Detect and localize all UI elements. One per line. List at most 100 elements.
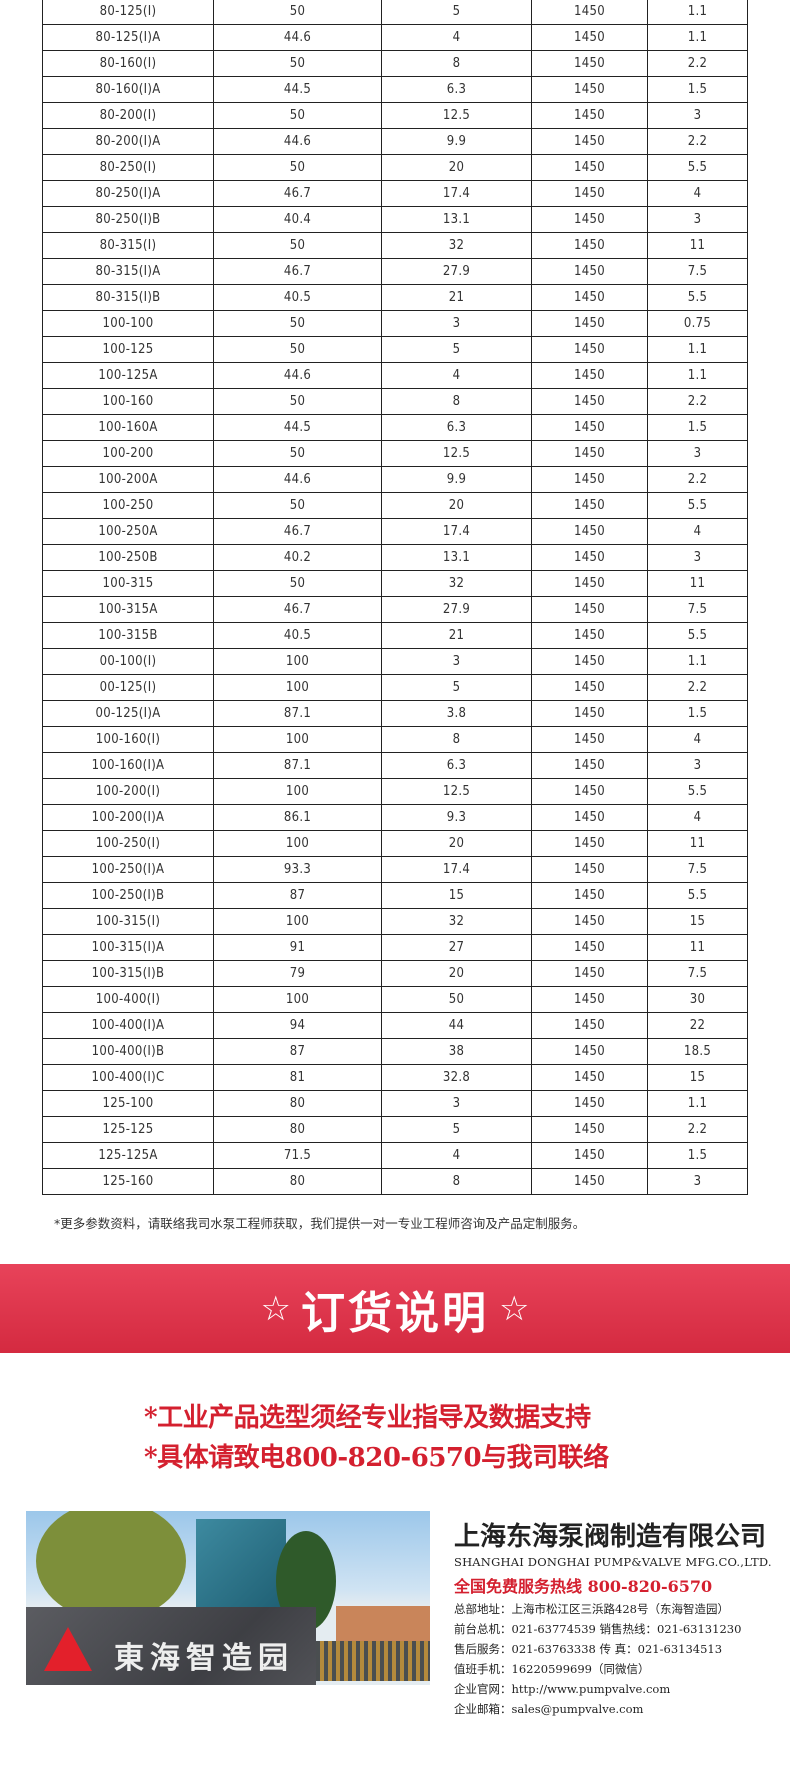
model-cell: 100-250(Ⅰ)B	[43, 883, 214, 908]
company-name-cn: 上海东海泵阀制造有限公司	[454, 1522, 767, 1552]
head-cell: 32	[382, 233, 532, 258]
website-link[interactable]: 企业官网：http://www.pumpvalve.com	[454, 1682, 671, 1696]
order-info-banner: ☆ 订货说明 ☆	[0, 1264, 790, 1353]
model-cell: 125-160	[43, 1169, 214, 1194]
model-cell: 80-200(Ⅰ)	[43, 103, 214, 128]
power-cell: 3	[693, 1174, 702, 1189]
power-cell: 4	[693, 732, 702, 747]
speed-cell: 1450	[532, 389, 648, 414]
model-cell: 100-200	[43, 441, 214, 466]
model-cell: 100-400(Ⅰ)A	[43, 1013, 214, 1038]
phone-line: 前台总机：021-63774539 销售热线：021-63131230	[454, 1622, 742, 1636]
head-cell: 3	[382, 1091, 532, 1116]
model-cell: 80-160(Ⅰ)A	[43, 77, 214, 102]
model-cell: 100-315B	[43, 623, 214, 648]
speed-cell: 1450	[532, 129, 648, 154]
head-cell: 17.4	[382, 519, 532, 544]
flow-cell: 87.1	[214, 753, 382, 778]
model-cell: 80-250(Ⅰ)	[43, 155, 214, 180]
head-cell: 9.3	[382, 805, 532, 830]
flow-cell: 40.4	[214, 207, 382, 232]
head-cell: 5	[382, 0, 532, 24]
table-row: 100-125A 44.6 4 1450 1.1	[43, 362, 747, 388]
flow-cell: 46.7	[214, 259, 382, 284]
head-cell: 50	[382, 987, 532, 1012]
power-cell: 15	[689, 1070, 706, 1085]
flow-cell: 86.1	[214, 805, 382, 830]
tree	[36, 1511, 186, 1621]
table-row: 80-160(Ⅰ)A 44.5 6.3 1450 1.5	[43, 76, 747, 102]
power-cell: 5.5	[687, 784, 708, 799]
table-row: 80-250(Ⅰ)A 46.7 17.4 1450 4	[43, 180, 747, 206]
speed-cell: 1450	[532, 259, 648, 284]
speed-cell: 1450	[532, 883, 648, 908]
model-cell: 100-400(Ⅰ)C	[43, 1065, 214, 1090]
order-note: *具体请致电800-820-6570与我司联络	[144, 1443, 609, 1473]
model-cell: 100-200A	[43, 467, 214, 492]
speed-cell: 1450	[532, 571, 648, 596]
model-cell: 100-250A	[43, 519, 214, 544]
power-cell: 3	[693, 758, 702, 773]
power-cell: 1.1	[687, 30, 708, 45]
flow-cell: 44.6	[214, 129, 382, 154]
model-cell: 100-315(Ⅰ)	[43, 909, 214, 934]
table-row: 00-125(Ⅰ)A 87.1 3.8 1450 1.5	[43, 700, 747, 726]
speed-cell: 1450	[532, 597, 648, 622]
model-cell: 80-250(Ⅰ)A	[43, 181, 214, 206]
speed-cell: 1450	[532, 25, 648, 50]
mobile-line: 值班手机：16220599699（同微信）	[454, 1662, 650, 1676]
power-cell: 7.5	[687, 602, 708, 617]
flow-cell: 50	[214, 441, 382, 466]
head-cell: 3	[382, 649, 532, 674]
table-row: 100-160A 44.5 6.3 1450 1.5	[43, 414, 747, 440]
power-cell: 5.5	[687, 160, 708, 175]
head-cell: 27.9	[382, 597, 532, 622]
power-cell: 2.2	[687, 472, 708, 487]
power-cell: 1.1	[687, 368, 708, 383]
head-cell: 8	[382, 1169, 532, 1194]
speed-cell: 1450	[532, 779, 648, 804]
speed-cell: 1450	[532, 103, 648, 128]
table-row: 100-125 50 5 1450 1.1	[43, 336, 747, 362]
model-cell: 100-315A	[43, 597, 214, 622]
power-cell: 5.5	[687, 498, 708, 513]
power-cell: 4	[693, 810, 702, 825]
model-cell: 100-160(Ⅰ)A	[43, 753, 214, 778]
power-cell: 30	[689, 992, 706, 1007]
power-cell: 2.2	[687, 680, 708, 695]
flow-cell: 50	[214, 337, 382, 362]
email-link[interactable]: 企业邮箱：sales@pumpvalve.com	[454, 1702, 644, 1716]
head-cell: 6.3	[382, 77, 532, 102]
head-cell: 5	[382, 337, 532, 362]
power-cell: 0.75	[683, 316, 712, 331]
table-row: 100-200 50 12.5 1450 3	[43, 440, 747, 466]
speed-cell: 1450	[532, 415, 648, 440]
spec-table: 80-125(Ⅰ) 50 5 1450 1.1 80-125(Ⅰ)A 44.6 4 1450 1.…	[42, 0, 748, 1195]
head-cell: 5	[382, 675, 532, 700]
flow-cell: 71.5	[214, 1143, 382, 1168]
table-row: 100-315B 40.5 21 1450 5.5	[43, 622, 747, 648]
head-cell: 32	[382, 909, 532, 934]
speed-cell: 1450	[532, 441, 648, 466]
head-cell: 12.5	[382, 441, 532, 466]
head-cell: 8	[382, 389, 532, 414]
power-cell: 2.2	[687, 56, 708, 71]
power-cell: 1.5	[687, 1148, 708, 1163]
speed-cell: 1450	[532, 675, 648, 700]
power-cell: 3	[693, 446, 702, 461]
table-row: 80-200(Ⅰ) 50 12.5 1450 3	[43, 102, 747, 128]
head-cell: 20	[382, 155, 532, 180]
model-cell: 80-125(Ⅰ)A	[43, 25, 214, 50]
flow-cell: 100	[214, 831, 382, 856]
speed-cell: 1450	[532, 1039, 648, 1064]
flow-cell: 100	[214, 987, 382, 1012]
table-row: 00-100(Ⅰ) 100 3 1450 1.1	[43, 648, 747, 674]
power-cell: 3	[693, 212, 702, 227]
star-icon: ☆	[499, 1288, 530, 1329]
flow-cell: 87	[214, 883, 382, 908]
power-cell: 1.1	[687, 1096, 708, 1111]
model-cell: 100-160	[43, 389, 214, 414]
speed-cell: 1450	[532, 363, 648, 388]
speed-cell: 1450	[532, 1013, 648, 1038]
model-cell: 125-125A	[43, 1143, 214, 1168]
